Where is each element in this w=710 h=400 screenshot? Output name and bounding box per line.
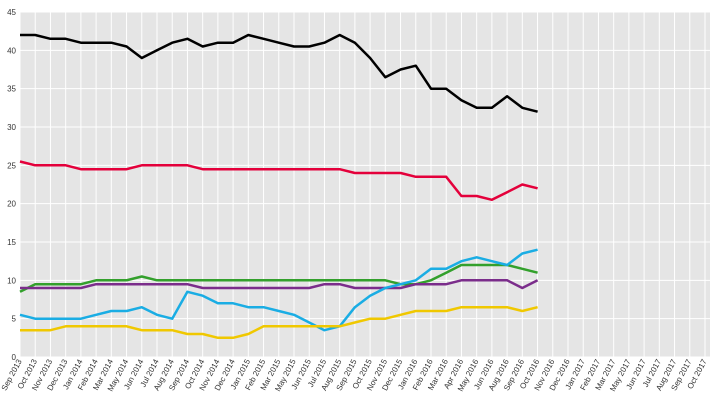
plot-background — [20, 12, 710, 357]
y-tick-label: 40 — [7, 46, 16, 55]
series-line — [19, 160, 538, 202]
y-tick-label: 5 — [12, 315, 17, 324]
y-tick-label: 35 — [7, 85, 16, 94]
series-line — [19, 263, 538, 293]
series-line — [19, 248, 538, 332]
y-tick-label: 15 — [7, 238, 16, 247]
series-line — [20, 33, 538, 113]
y-tick-label: 45 — [7, 8, 16, 17]
y-tick-label: 0 — [12, 353, 17, 362]
y-tick-label: 25 — [7, 161, 16, 170]
series-line — [20, 279, 539, 290]
series-line — [20, 305, 538, 340]
y-tick-label: 10 — [7, 276, 16, 285]
y-tick-label: 30 — [7, 123, 16, 132]
y-tick-label: 20 — [7, 200, 16, 209]
